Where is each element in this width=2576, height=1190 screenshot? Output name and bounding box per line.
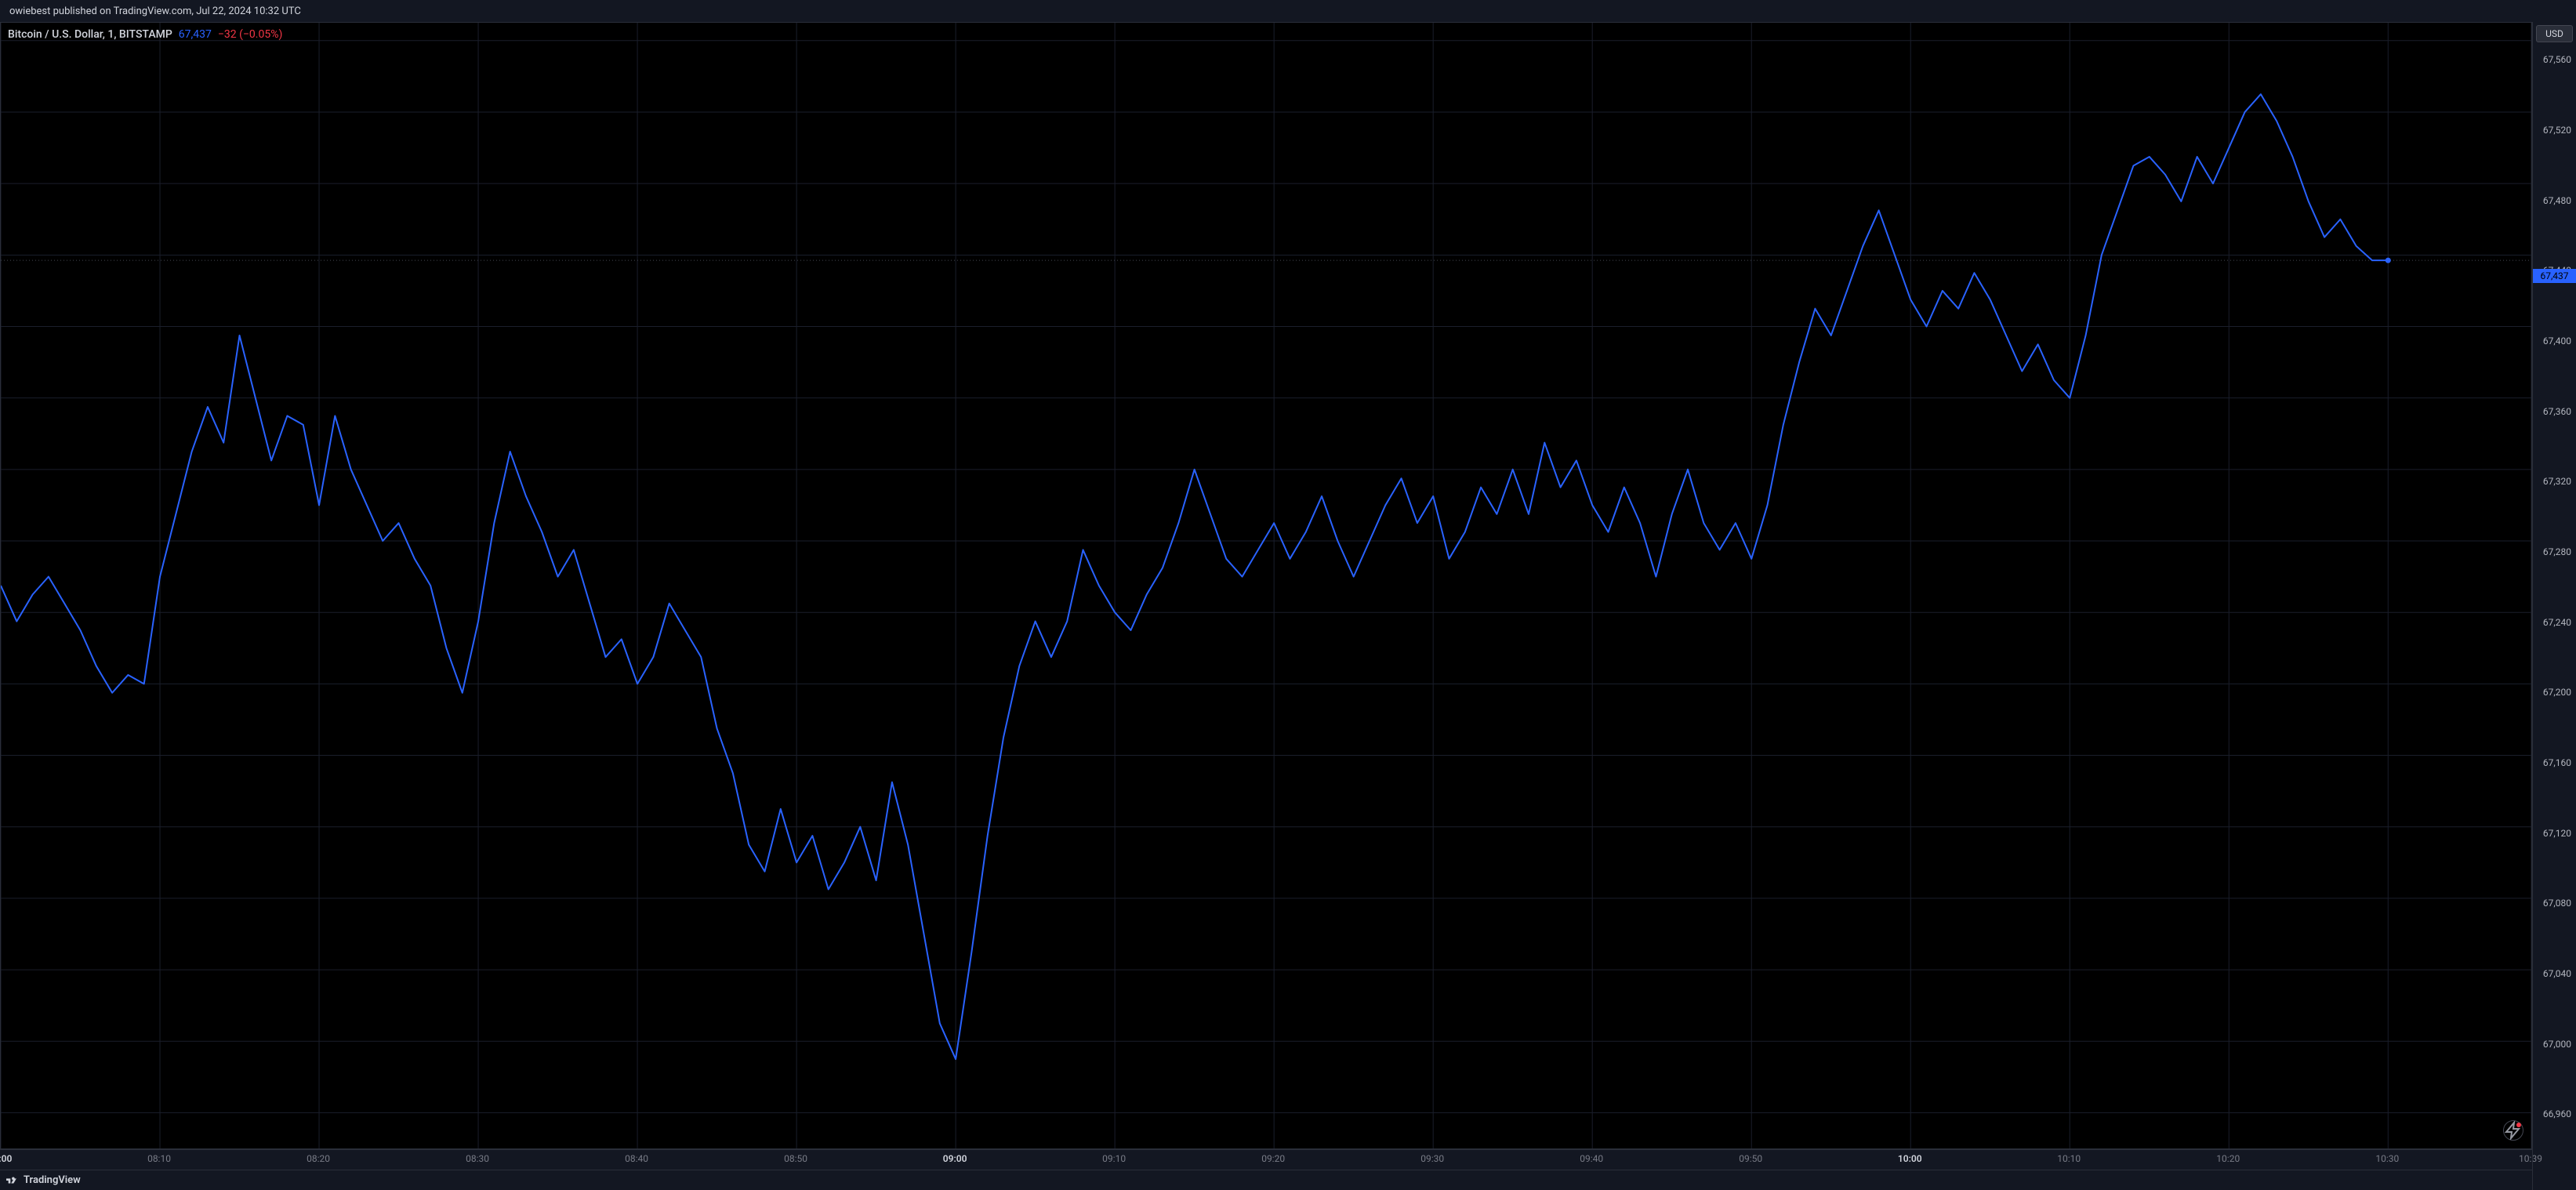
x-tick: 09:50 — [1739, 1153, 1762, 1164]
legend-change: −32 (−0.05%) — [218, 28, 282, 41]
y-tick: 67,120 — [2543, 828, 2571, 839]
y-tick: 67,560 — [2543, 54, 2571, 65]
y-tick: 67,040 — [2543, 968, 2571, 979]
x-tick: 09:10 — [1102, 1153, 1126, 1164]
x-tick: 09:40 — [1580, 1153, 1603, 1164]
y-tick: 66,960 — [2543, 1108, 2571, 1119]
currency-button[interactable]: USD — [2536, 25, 2573, 42]
x-axis[interactable]: 08:00 08:10 08:20 08:30 08:40 08:50 09:00 09:10… — [0, 1149, 2532, 1170]
x-tick: 10:30 — [2375, 1153, 2399, 1164]
x-tick: 08:30 — [466, 1153, 489, 1164]
legend-price: 67,437 — [179, 28, 212, 41]
y-tick: 67,160 — [2543, 757, 2571, 768]
y-axis-column[interactable]: USD 67,56067,52067,48067,44067,40067,360… — [2532, 22, 2576, 1190]
x-tick: 08:10 — [147, 1153, 171, 1164]
publish-text: owiebest published on TradingView.com, J… — [9, 5, 301, 17]
content-row: Bitcoin / U.S. Dollar, 1, BITSTAMP 67,43… — [0, 22, 2576, 1190]
y-tick: 67,480 — [2543, 195, 2571, 206]
y-scale[interactable]: 67,56067,52067,48067,44067,40067,36067,3… — [2533, 42, 2576, 1149]
chart-column: Bitcoin / U.S. Dollar, 1, BITSTAMP 67,43… — [0, 22, 2532, 1190]
tradingview-logo-icon — [6, 1174, 19, 1187]
x-tick: 09:30 — [1420, 1153, 1444, 1164]
y-tick: 67,320 — [2543, 476, 2571, 487]
snapshot-button[interactable] — [2503, 1120, 2523, 1141]
y-tick: 67,200 — [2543, 687, 2571, 698]
current-price-tag: 67,437 — [2533, 269, 2576, 283]
x-tick: 08:00 — [0, 1153, 12, 1164]
footer-brand: TradingView — [24, 1174, 81, 1186]
x-tick: 10:20 — [2216, 1153, 2240, 1164]
y-tick: 67,520 — [2543, 125, 2571, 136]
y-tick: 67,360 — [2543, 406, 2571, 417]
notification-dot-icon — [2516, 1123, 2521, 1127]
app-root: owiebest published on TradingView.com, J… — [0, 0, 2576, 1190]
y-tick: 67,240 — [2543, 617, 2571, 628]
publish-bar: owiebest published on TradingView.com, J… — [0, 0, 2576, 22]
legend-symbol[interactable]: Bitcoin / U.S. Dollar, 1, BITSTAMP — [8, 28, 172, 41]
x-tick: 10:00 — [1898, 1153, 1922, 1164]
x-tick: 08:40 — [625, 1153, 648, 1164]
y-tick: 67,080 — [2543, 898, 2571, 909]
chart-legend: Bitcoin / U.S. Dollar, 1, BITSTAMP 67,43… — [8, 28, 282, 41]
y-axis-spacer — [2533, 1149, 2576, 1190]
footer-bar: TradingView — [0, 1170, 2532, 1190]
x-tick: 08:20 — [307, 1153, 330, 1164]
y-tick: 67,000 — [2543, 1039, 2571, 1050]
x-tick: 08:50 — [784, 1153, 807, 1164]
x-tick: 09:00 — [943, 1153, 967, 1164]
x-tick: 09:20 — [1261, 1153, 1285, 1164]
y-tick: 67,400 — [2543, 336, 2571, 346]
x-tick: 10:10 — [2057, 1153, 2081, 1164]
y-tick: 67,280 — [2543, 546, 2571, 557]
chart-canvas[interactable] — [0, 22, 2532, 1149]
